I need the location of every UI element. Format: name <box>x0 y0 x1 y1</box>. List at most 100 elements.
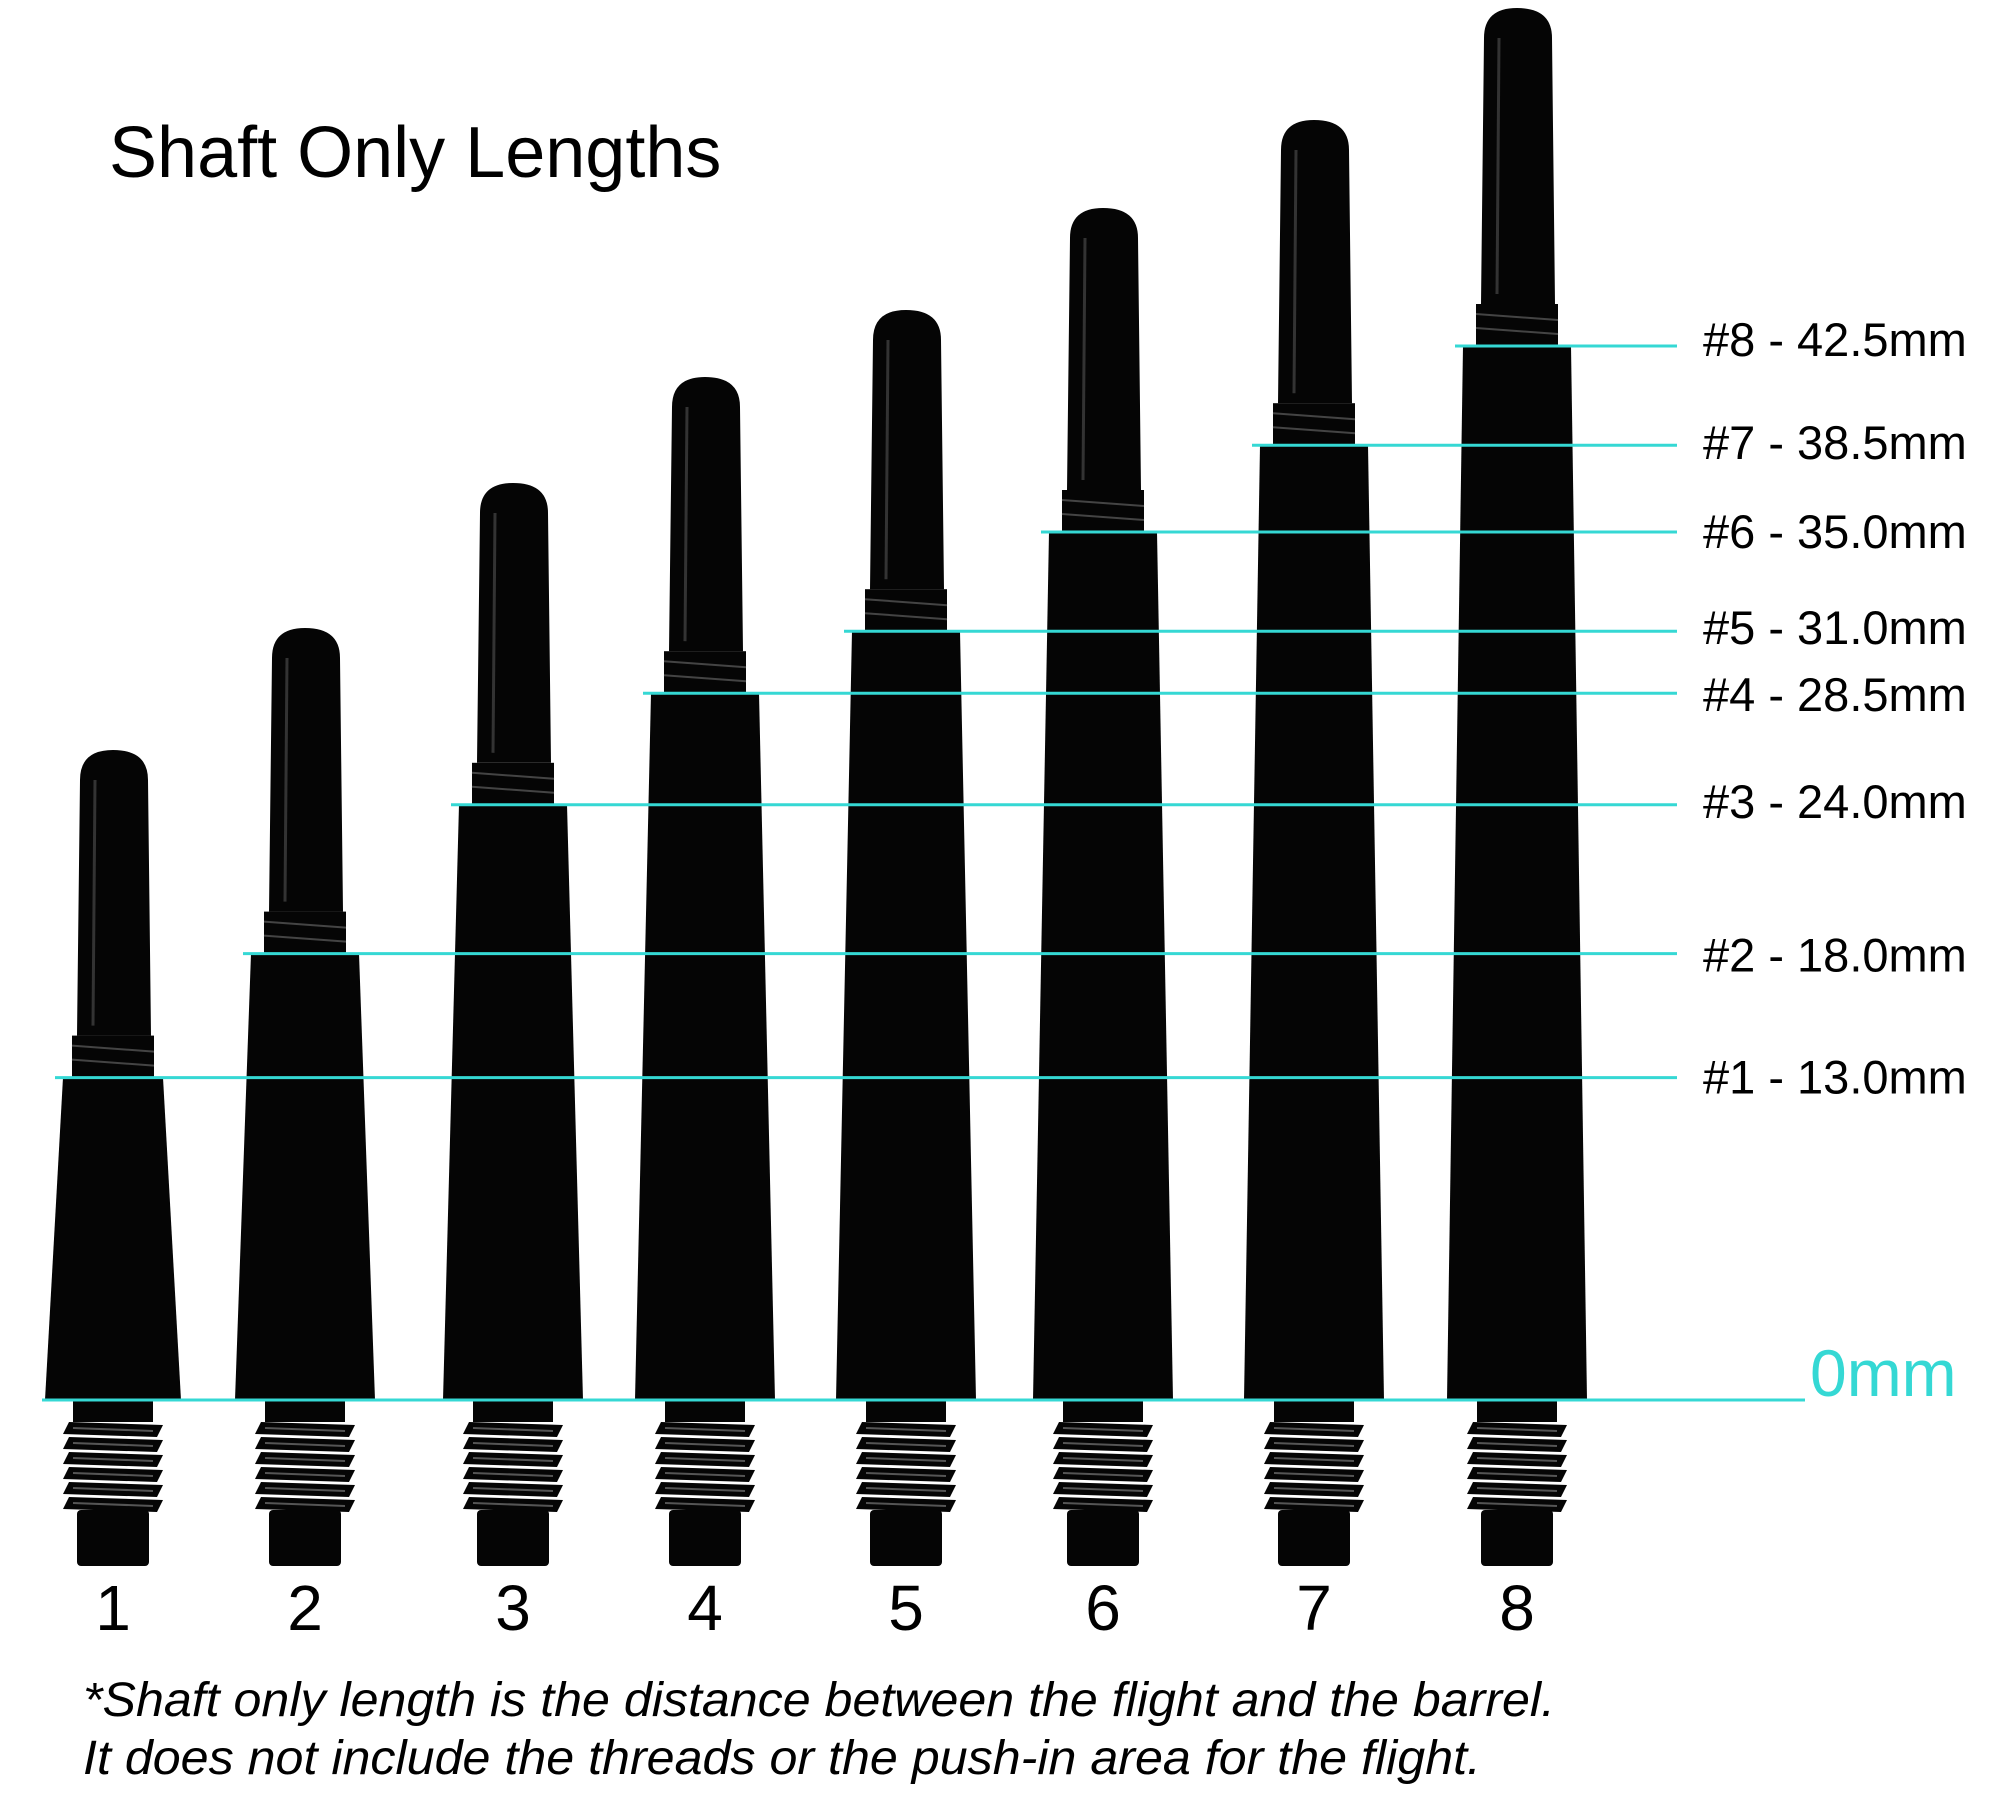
thread-highlight <box>865 1472 947 1477</box>
thread-highlight <box>865 1502 947 1507</box>
shaft-body <box>1033 532 1173 1400</box>
ring-groove <box>71 1044 155 1053</box>
ring-groove <box>471 785 555 794</box>
shaft-thread-neck <box>1274 1400 1354 1422</box>
diagram-title: Shaft Only Lengths <box>109 113 721 193</box>
shaft-ring <box>72 1035 154 1078</box>
ring-groove <box>263 934 347 943</box>
shaft-8: 8 <box>1447 8 1587 1644</box>
thread-highlight <box>472 1502 554 1507</box>
thread-highlight <box>1062 1472 1144 1477</box>
stem-highlight <box>283 657 289 902</box>
thread-highlight <box>264 1427 346 1432</box>
length-label-3: #3 - 24.0mm <box>1703 775 1967 828</box>
thread-highlight <box>1062 1487 1144 1492</box>
thread-highlight <box>1062 1427 1144 1432</box>
thread-highlight <box>1273 1487 1355 1492</box>
ring-groove <box>663 674 747 683</box>
ring-groove <box>1272 412 1356 421</box>
thread-highlight <box>664 1442 746 1447</box>
ring-groove <box>864 598 948 607</box>
thread-highlight <box>865 1442 947 1447</box>
thread-highlight <box>1476 1487 1558 1492</box>
thread-highlight <box>264 1487 346 1492</box>
thread-highlight <box>1476 1427 1558 1432</box>
ring-groove <box>1061 499 1145 507</box>
shaft-body <box>235 953 375 1400</box>
shaft-stem <box>1481 8 1555 304</box>
thread-highlight <box>1476 1457 1558 1462</box>
shaft-body <box>1447 346 1587 1400</box>
length-label-4: #4 - 28.5mm <box>1703 668 1967 721</box>
thread-highlight <box>72 1502 154 1507</box>
shaft-ring <box>1273 403 1355 446</box>
thread-highlight <box>264 1442 346 1447</box>
thread-highlight <box>664 1472 746 1477</box>
measure-lines-group: #1 - 13.0mm #2 - 18.0mm #3 - 24.0mm #4 - 28… <box>55 313 1967 1104</box>
thread-highlight <box>1273 1457 1355 1462</box>
ring-groove <box>71 1058 155 1067</box>
shaft-stem <box>477 483 551 763</box>
shaft-stem <box>1278 120 1352 404</box>
shaft-ring <box>1476 304 1558 346</box>
ring-groove <box>1272 426 1356 435</box>
shaft-1: 1 <box>45 750 181 1644</box>
thread-highlight <box>472 1427 554 1432</box>
thread-highlight <box>664 1487 746 1492</box>
thread-highlight <box>264 1502 346 1507</box>
length-label-7: #7 - 38.5mm <box>1703 416 1967 469</box>
shaft-stem <box>669 377 743 652</box>
thread-highlight <box>664 1427 746 1432</box>
thread-highlight <box>1476 1472 1558 1477</box>
thread-highlight <box>72 1442 154 1447</box>
ring-groove <box>864 612 948 621</box>
footnote-line-1: *Shaft only length is the distance betwe… <box>83 1674 1555 1727</box>
stem-highlight <box>884 339 890 580</box>
thread-highlight <box>1062 1442 1144 1447</box>
shaft-number-label: 3 <box>495 1572 531 1644</box>
thread-highlight <box>1273 1442 1355 1447</box>
thread-highlight <box>472 1457 554 1462</box>
shaft-thread-tip <box>1067 1510 1139 1566</box>
shaft-ring <box>664 651 746 694</box>
shaft-body <box>836 631 976 1400</box>
thread-highlight <box>664 1457 746 1462</box>
length-label-1: #1 - 13.0mm <box>1703 1051 1967 1104</box>
shaft-ring <box>264 911 346 954</box>
zero-label: 0mm <box>1810 1336 1957 1410</box>
stem-highlight <box>1495 37 1501 295</box>
shaft-ring <box>1062 490 1144 532</box>
shaft-body <box>635 693 775 1400</box>
shaft-ring <box>472 762 554 805</box>
shaft-thread-tip <box>477 1510 549 1566</box>
thread-highlight <box>1273 1472 1355 1477</box>
ring-groove <box>663 660 747 669</box>
shaft-stem <box>870 310 944 590</box>
shafts-group: 1 2 3 4 5 6 7 8 <box>45 8 1587 1644</box>
thread-highlight <box>72 1487 154 1492</box>
shaft-number-label: 2 <box>287 1572 323 1644</box>
shaft-thread-neck <box>665 1400 745 1422</box>
thread-highlight <box>472 1442 554 1447</box>
thread-highlight <box>1476 1502 1558 1507</box>
length-label-5: #5 - 31.0mm <box>1703 601 1967 654</box>
thread-highlight <box>72 1427 154 1432</box>
stem-highlight <box>1292 149 1298 394</box>
ring-groove <box>471 771 555 780</box>
shaft-stem <box>269 628 343 912</box>
stem-highlight <box>491 512 497 753</box>
shaft-number-label: 7 <box>1296 1572 1332 1644</box>
thread-highlight <box>472 1487 554 1492</box>
thread-highlight <box>1062 1502 1144 1507</box>
thread-highlight <box>72 1457 154 1462</box>
thread-highlight <box>1062 1457 1144 1462</box>
shaft-thread-tip <box>77 1510 149 1566</box>
ring-groove <box>263 920 347 929</box>
shaft-2: 2 <box>235 628 375 1644</box>
thread-highlight <box>72 1472 154 1477</box>
shaft-ring <box>865 589 947 632</box>
shaft-body <box>1244 445 1384 1400</box>
thread-highlight <box>664 1502 746 1507</box>
shaft-thread-neck <box>1477 1400 1557 1422</box>
